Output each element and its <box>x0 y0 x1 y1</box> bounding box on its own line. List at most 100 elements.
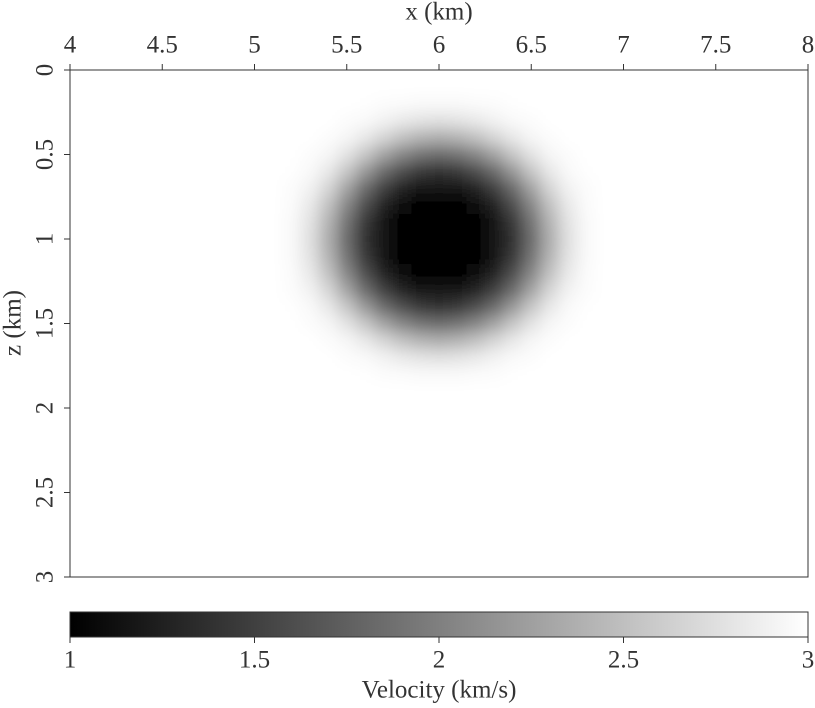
heatmap-cell <box>392 331 412 350</box>
heatmap-cell <box>558 450 578 468</box>
heatmap-cell <box>706 112 726 130</box>
heatmap-cell <box>411 500 431 519</box>
heatmap-cell <box>780 433 800 451</box>
heatmap-cell <box>558 416 578 434</box>
heatmap-cell <box>540 568 560 577</box>
heatmap-cell <box>448 416 468 434</box>
heatmap-cell <box>374 264 394 282</box>
heatmap-cell <box>337 78 357 96</box>
heatmap-cell <box>116 162 136 181</box>
heatmap-cell <box>374 365 394 384</box>
heatmap-cell <box>134 179 154 198</box>
heatmap-cell <box>97 179 117 198</box>
heatmap-cell <box>70 95 80 113</box>
heatmap-cell <box>79 433 99 451</box>
heatmap-cell <box>632 500 652 519</box>
heatmap-cell <box>669 534 689 553</box>
heatmap-cell <box>688 551 708 570</box>
heatmap-cell <box>282 500 302 519</box>
heatmap-cell <box>522 534 541 553</box>
heatmap-cell <box>688 281 708 299</box>
heatmap-cell <box>448 433 468 451</box>
heatmap-cell <box>411 112 431 130</box>
heatmap-cell <box>153 348 172 367</box>
heatmap-cell <box>614 433 634 451</box>
heatmap-cell <box>706 196 726 215</box>
heatmap-cell <box>97 467 117 485</box>
heatmap-cell <box>282 365 302 384</box>
heatmap-cell <box>429 450 449 468</box>
heatmap-cell <box>134 281 154 299</box>
heatmap-cell <box>319 298 339 316</box>
heatmap-cell <box>282 281 302 299</box>
heatmap-cell <box>466 551 486 570</box>
heatmap-cell <box>651 551 671 570</box>
heatmap-cell <box>614 298 634 316</box>
heatmap-cell <box>116 112 136 130</box>
heatmap-cell <box>97 95 117 113</box>
heatmap-cell <box>319 450 339 468</box>
heatmap-cell <box>798 112 808 130</box>
heatmap-cell <box>706 433 726 451</box>
heatmap-cell <box>70 162 80 181</box>
heatmap-cell <box>485 129 505 147</box>
heatmap-cell <box>614 95 634 113</box>
heatmap-cell <box>226 230 246 248</box>
heatmap-cell <box>743 146 763 164</box>
heatmap-cell <box>116 568 136 577</box>
heatmap-cell <box>374 500 394 519</box>
heatmap-cell <box>466 264 486 282</box>
heatmap-cell <box>392 129 412 147</box>
heatmap-cell <box>798 70 808 79</box>
heatmap-cell <box>614 484 634 502</box>
heatmap-cell <box>245 500 265 519</box>
heatmap-cell <box>300 534 320 553</box>
heatmap-cell <box>688 129 708 147</box>
heatmap-cell <box>153 534 172 553</box>
heatmap-cell <box>706 129 726 147</box>
heatmap-cell <box>282 78 302 96</box>
heatmap-cell <box>485 95 505 113</box>
heatmap-cell <box>780 365 800 384</box>
heatmap-cell <box>558 348 578 367</box>
heatmap-cell <box>761 129 781 147</box>
heatmap-cell <box>153 517 172 536</box>
heatmap-cell <box>448 230 468 248</box>
heatmap-cell <box>651 348 671 367</box>
heatmap-cell <box>245 315 265 333</box>
heatmap-cell <box>522 568 541 577</box>
heatmap-cell <box>466 348 486 367</box>
heatmap-cell <box>540 281 560 299</box>
heatmap-cell <box>189 500 209 519</box>
heatmap-cell <box>116 247 136 265</box>
heatmap-cell <box>171 517 191 536</box>
heatmap-cell <box>337 247 357 265</box>
heatmap-cell <box>263 315 283 333</box>
heatmap-cell <box>355 416 375 434</box>
heatmap-cell <box>392 247 412 265</box>
heatmap-cell <box>355 450 375 468</box>
heatmap-cell <box>558 70 578 79</box>
heatmap-cell <box>688 500 708 519</box>
heatmap-cell <box>392 382 412 401</box>
heatmap-cell <box>780 78 800 96</box>
heatmap-cell <box>337 484 357 502</box>
heatmap-cell <box>134 500 154 519</box>
heatmap-cell <box>189 298 209 316</box>
heatmap-cell <box>669 162 689 181</box>
heatmap-cell <box>651 484 671 502</box>
heatmap-cell <box>134 196 154 215</box>
heatmap-cell <box>448 129 468 147</box>
heatmap-cell <box>97 247 117 265</box>
heatmap-cell <box>632 517 652 536</box>
heatmap-cell <box>558 230 578 248</box>
heatmap-cell <box>134 534 154 553</box>
heatmap-cell <box>355 298 375 316</box>
heatmap-cell <box>798 450 808 468</box>
heatmap-cell <box>522 399 541 417</box>
heatmap-cell <box>632 534 652 553</box>
heatmap-cell <box>743 112 763 130</box>
heatmap-cell <box>153 70 172 79</box>
heatmap-cell <box>208 213 228 232</box>
heatmap-cell <box>448 315 468 333</box>
